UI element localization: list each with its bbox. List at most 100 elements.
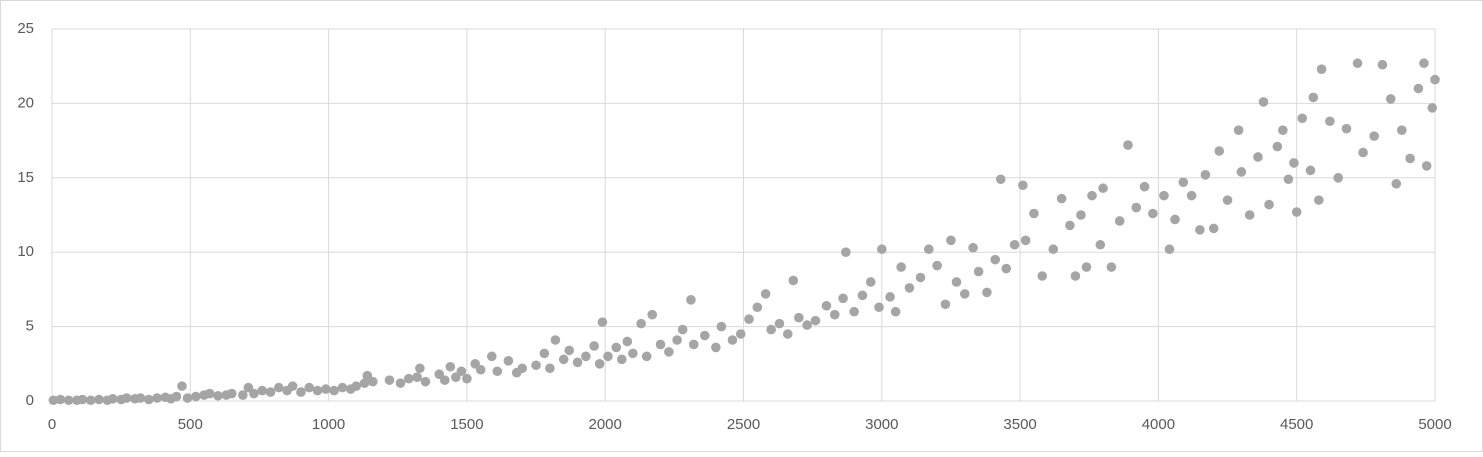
- point: [182, 393, 193, 403]
- point: [545, 363, 555, 374]
- point: [321, 384, 331, 394]
- point: [1170, 214, 1180, 225]
- x-tick-label: 3500: [1003, 416, 1036, 433]
- point: [744, 314, 754, 324]
- point: [874, 302, 884, 313]
- point: [628, 348, 638, 359]
- point: [296, 387, 306, 397]
- point: [727, 335, 738, 345]
- point: [257, 385, 268, 396]
- point: [752, 302, 763, 313]
- point: [686, 295, 696, 305]
- point: [1314, 195, 1324, 205]
- point: [940, 299, 951, 310]
- point: [1325, 116, 1335, 127]
- point: [1419, 58, 1429, 69]
- point: [1186, 190, 1197, 201]
- point: [445, 361, 456, 372]
- point: [412, 372, 422, 382]
- point: [1037, 271, 1048, 281]
- x-tick-label: 500: [178, 416, 203, 433]
- y-tick-label: 0: [26, 392, 34, 409]
- point: [77, 394, 88, 405]
- point: [664, 347, 674, 357]
- point: [1352, 58, 1363, 69]
- point: [1397, 125, 1407, 135]
- point: [1289, 158, 1299, 168]
- point: [915, 272, 926, 283]
- x-tick-label: 2500: [727, 416, 760, 433]
- y-tick-label: 10: [17, 243, 34, 260]
- point: [995, 174, 1006, 185]
- point: [1056, 193, 1067, 204]
- x-tick-label: 5000: [1418, 416, 1451, 433]
- point: [1123, 140, 1133, 150]
- point: [821, 300, 832, 311]
- point: [1222, 195, 1233, 205]
- point: [890, 306, 901, 317]
- point: [63, 395, 74, 406]
- point: [622, 336, 633, 347]
- point: [238, 390, 248, 400]
- point: [904, 283, 915, 293]
- point: [304, 382, 315, 393]
- point: [1316, 64, 1327, 74]
- point: [1087, 190, 1097, 201]
- point: [558, 354, 569, 365]
- point: [1421, 161, 1432, 171]
- point: [959, 289, 970, 299]
- point: [951, 277, 962, 287]
- point: [1139, 181, 1150, 192]
- point: [865, 277, 876, 287]
- x-tick-label: 1000: [312, 416, 345, 433]
- point: [672, 335, 682, 345]
- point: [439, 375, 450, 385]
- point: [329, 385, 339, 396]
- point: [641, 351, 652, 362]
- point: [1341, 123, 1352, 134]
- point: [171, 391, 182, 402]
- point: [1283, 174, 1294, 185]
- point: [616, 354, 627, 365]
- point: [802, 320, 812, 330]
- point: [1264, 199, 1274, 210]
- x-tick-label: 4500: [1280, 416, 1313, 433]
- point: [368, 376, 378, 387]
- point: [1164, 244, 1175, 255]
- point: [1377, 59, 1388, 70]
- point: [896, 262, 906, 272]
- point: [1018, 180, 1028, 191]
- point: [1236, 167, 1247, 177]
- point: [677, 324, 688, 335]
- point: [1020, 235, 1031, 246]
- point: [735, 329, 746, 339]
- point: [1214, 146, 1225, 156]
- point: [1001, 263, 1012, 274]
- point: [462, 373, 472, 384]
- point: [1070, 271, 1081, 281]
- point: [572, 357, 583, 368]
- point: [766, 324, 776, 335]
- point: [274, 382, 284, 393]
- point: [1413, 83, 1424, 94]
- point: [877, 244, 887, 255]
- point: [1291, 207, 1302, 217]
- x-tick-label: 0: [48, 416, 56, 433]
- point: [716, 321, 727, 332]
- point: [564, 345, 575, 356]
- point: [611, 342, 622, 353]
- point: [503, 356, 514, 366]
- point: [932, 260, 942, 271]
- point: [1200, 170, 1211, 180]
- point: [1106, 262, 1117, 272]
- point: [351, 381, 362, 391]
- point: [1305, 165, 1316, 176]
- point: [1081, 262, 1092, 272]
- point: [782, 329, 793, 339]
- point: [85, 395, 96, 406]
- point: [857, 290, 868, 301]
- point: [794, 312, 804, 323]
- point: [711, 342, 721, 353]
- point: [810, 315, 821, 326]
